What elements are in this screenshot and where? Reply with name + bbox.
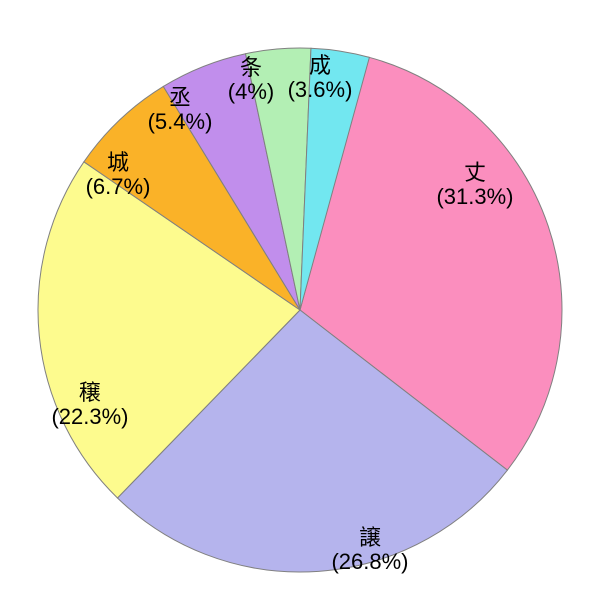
slice-label: 丞 — [169, 85, 191, 110]
slice-percent: (3.6%) — [288, 77, 353, 102]
pie-chart: 丈(31.3%)譲(26.8%)穣(22.3%)城(6.7%)丞(5.4%)条(… — [0, 0, 600, 600]
slice-percent: (6.7%) — [86, 174, 151, 199]
slice-label: 条 — [240, 55, 262, 80]
slice-label: 譲 — [359, 525, 381, 550]
slice-percent: (26.8%) — [331, 549, 408, 574]
pie-slices — [38, 48, 562, 572]
slice-percent: (31.3%) — [436, 184, 513, 209]
slice-label: 城 — [107, 150, 129, 175]
slice-percent: (22.3%) — [51, 404, 128, 429]
slice-label: 丈 — [464, 160, 486, 185]
slice-percent: (4%) — [228, 79, 274, 104]
slice-percent: (5.4%) — [148, 109, 213, 134]
slice-label: 穣 — [79, 380, 101, 405]
slice-label: 成 — [309, 53, 331, 78]
